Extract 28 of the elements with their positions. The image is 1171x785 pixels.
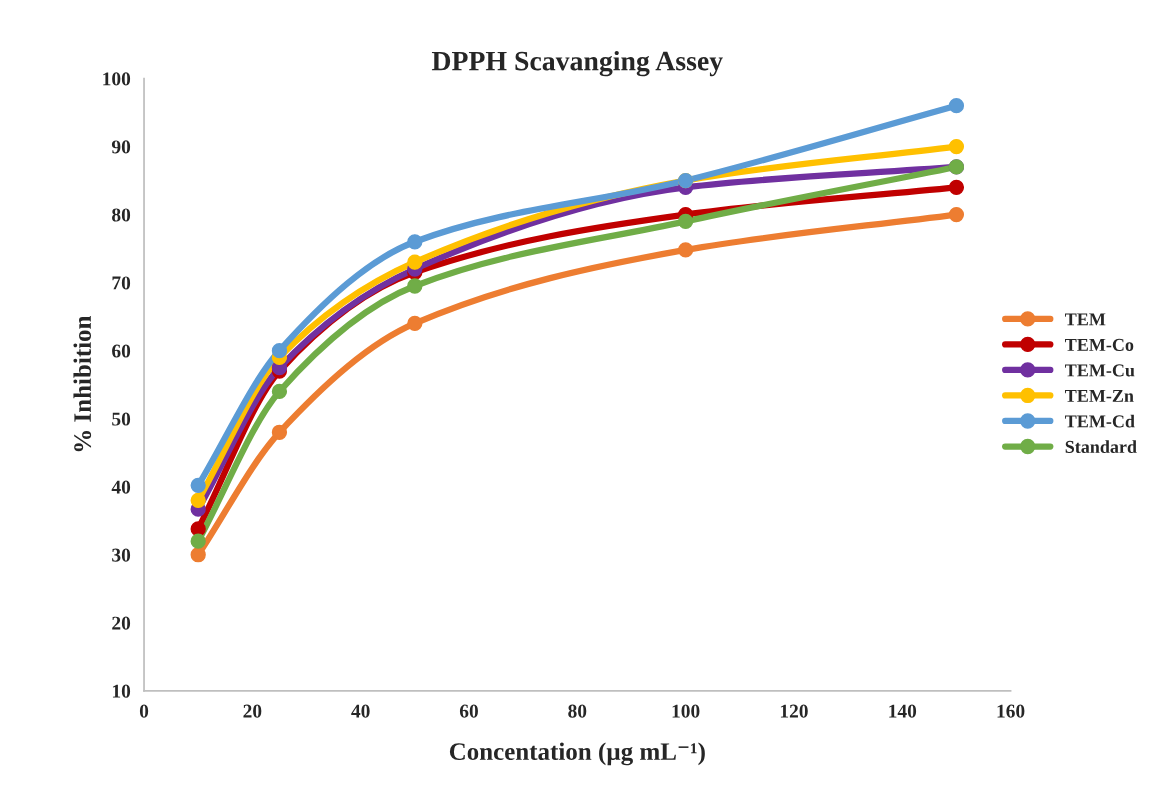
y-tick-label: 10: [112, 684, 131, 698]
x-tick-label: 40: [351, 704, 370, 718]
x-tick-label: 80: [568, 704, 587, 718]
y-tick-label: 50: [112, 412, 131, 426]
x-tick-label: 140: [889, 704, 917, 718]
y-tick-label: 80: [112, 208, 131, 222]
x-tick-label: 100: [672, 704, 700, 718]
x-tick-label: 20: [243, 704, 262, 718]
y-tick-label: 70: [112, 276, 131, 290]
y-axis-title: % Inhibition: [73, 315, 92, 452]
y-tick-label: 90: [111, 140, 131, 154]
chart-title: DPPH Scavanging Assey: [431, 50, 723, 77]
x-tick-label: 160: [997, 704, 1025, 718]
x-tick-label: 120: [780, 704, 808, 718]
y-tick-label: 100: [103, 72, 131, 86]
legend-label: TEM: [1065, 313, 1106, 326]
y-tick-label: 60: [112, 344, 131, 358]
y-tick-label: 30: [112, 548, 131, 562]
legend-label: TEM-Zn: [1065, 389, 1134, 402]
x-tick-label: 0: [139, 704, 149, 718]
x-axis-title: Concentation (µg mL⁻¹): [449, 742, 705, 766]
legend-label: TEM-Cu: [1065, 364, 1135, 377]
legend-label: TEM-Cd: [1065, 414, 1135, 428]
y-tick-label: 20: [112, 616, 131, 630]
y-tick-label: 40: [111, 480, 131, 494]
legend-label: Standard: [1065, 440, 1137, 453]
legend-label: TEM-Co: [1065, 338, 1134, 351]
x-tick-label: 60: [459, 704, 478, 718]
